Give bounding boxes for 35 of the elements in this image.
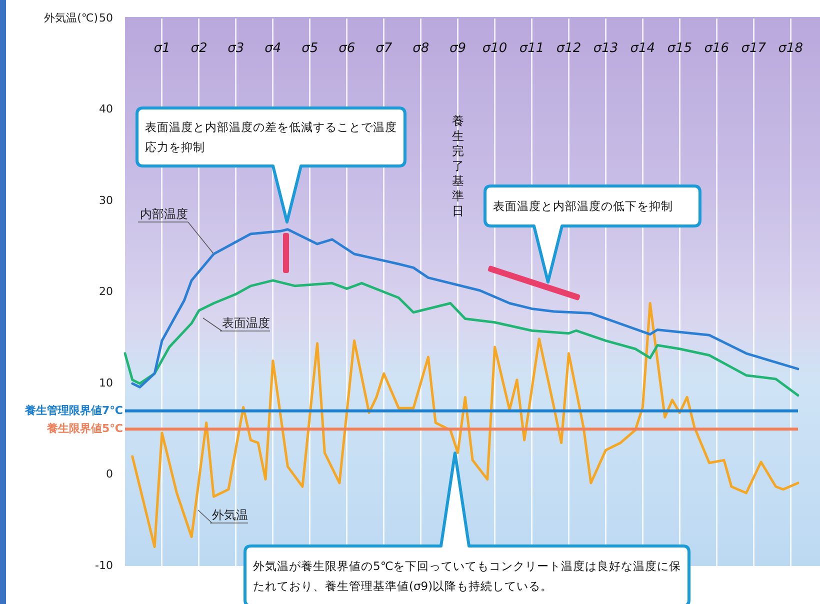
series-label: 表面温度 — [222, 316, 270, 330]
x-tick-label: σ13 — [593, 40, 618, 56]
x-tick-label: σ10 — [482, 40, 508, 56]
x-tick-label: σ8 — [412, 40, 430, 56]
y-tick-label: 40 — [99, 102, 113, 116]
y-tick-label: 50 — [99, 11, 113, 24]
y-tick-label: 0 — [106, 468, 113, 481]
y-tick-label: -10 — [95, 558, 113, 572]
y-tick-label: 10 — [99, 376, 113, 390]
text: 内部温度 — [140, 207, 188, 221]
annotation: 表面温度と内部温度の差を低減することで温度応力を抑制 — [145, 119, 398, 156]
annotation: 表面温度と内部温度の低下を抑制 — [493, 198, 674, 215]
annotation: 養生完了基準日 — [452, 114, 464, 218]
annotation: 外気温が養生限界値の5℃を下回っていてもコンクリート温度は良好な温度に保たれており、養生管理基準値(σ9)以降も持続している。 — [253, 558, 682, 595]
x-tick-label: σ12 — [556, 40, 582, 56]
x-tick-label: σ18 — [778, 40, 803, 56]
x-tick-label: σ2 — [190, 40, 208, 56]
x-tick-label: σ9 — [450, 40, 466, 56]
x-tick-label: σ3 — [228, 40, 244, 56]
x-tick-label: σ17 — [741, 40, 767, 56]
x-tick-label: σ16 — [704, 40, 730, 56]
x-tick-label: σ5 — [302, 40, 318, 56]
x-tick-label: σ15 — [667, 40, 692, 56]
y-axis-title: 外気温(℃) — [44, 11, 98, 24]
callout-box: 表面温度と内部温度の低下を抑制 — [482, 183, 703, 285]
y-tick-label: 30 — [99, 194, 113, 207]
x-tick-label: σ7 — [376, 40, 393, 56]
y-tick-label: 20 — [99, 285, 113, 298]
x-tick-label: σ11 — [519, 40, 544, 56]
x-tick-label: σ1 — [154, 40, 170, 56]
x-tick-label: σ14 — [630, 40, 656, 56]
ref-line-label: 養生限界値5℃ — [46, 422, 123, 436]
x-tick-label: σ4 — [264, 40, 282, 56]
x-tick-label: σ6 — [338, 40, 356, 56]
ref-line-label: 養生管理限界値7℃ — [24, 404, 123, 417]
